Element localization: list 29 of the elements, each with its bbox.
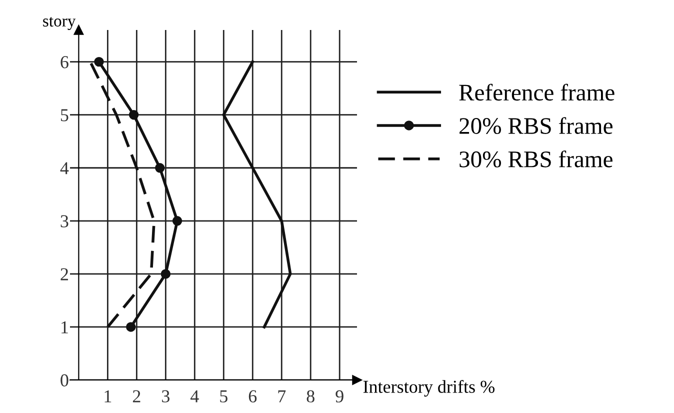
y-axis-title: story xyxy=(43,17,76,30)
point xyxy=(172,216,182,226)
x-tick-label: 8 xyxy=(306,390,314,402)
y-tick-label: 2 xyxy=(60,268,68,280)
point xyxy=(94,56,104,67)
x-tick-label: 1 xyxy=(104,390,112,402)
x-tick-label: 7 xyxy=(278,390,286,402)
x-tick-label: 2 xyxy=(132,390,140,402)
point xyxy=(126,322,136,332)
point xyxy=(155,163,165,173)
line-series xyxy=(222,60,292,328)
y-tick-label: 1 xyxy=(62,321,68,334)
line-series xyxy=(88,60,156,328)
legend-label: 20% RBS frame xyxy=(460,117,612,134)
point xyxy=(160,269,171,279)
x-tick-label: 6 xyxy=(248,390,257,402)
legend-label: Reference frame xyxy=(459,84,614,101)
y-tick-label: 4 xyxy=(60,162,69,174)
x-tick-label: 3 xyxy=(162,390,170,402)
x-axis-title: Interstory drifts % xyxy=(363,380,494,397)
y-tick-label: 3 xyxy=(60,215,68,228)
x-tick-label: 4 xyxy=(190,390,199,402)
y-tick-label: 0 xyxy=(60,374,68,386)
x-tick-label: 5 xyxy=(220,390,228,402)
x-tick-label: 9 xyxy=(336,390,344,402)
y-tick-label: 6 xyxy=(60,56,68,68)
point xyxy=(128,110,139,120)
legend-label: 30% RBS frame xyxy=(460,150,612,168)
y-tick-label: 5 xyxy=(60,109,68,122)
